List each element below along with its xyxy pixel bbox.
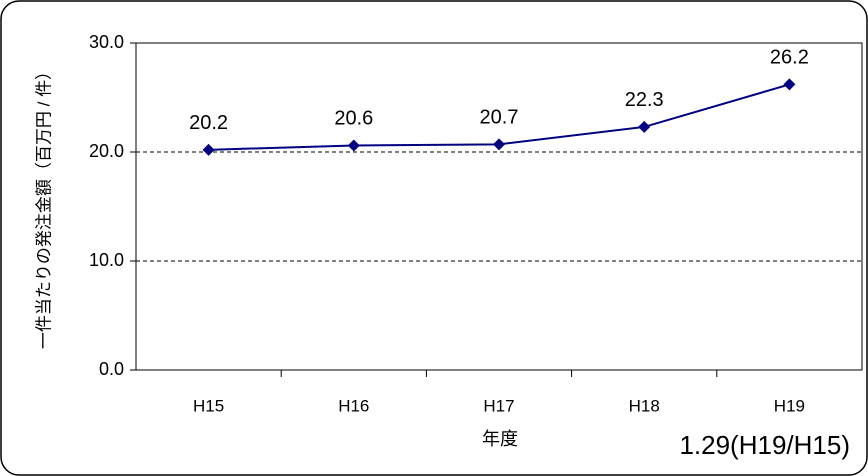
y-tick-label: 20.0 — [89, 141, 124, 161]
marker — [638, 120, 651, 133]
x-tick-label: H17 — [483, 396, 514, 415]
x-tick-label: H15 — [193, 396, 224, 415]
y-tick-label: 0.0 — [99, 359, 124, 379]
x-tick-label: H19 — [774, 396, 805, 415]
data-label: 26.2 — [770, 47, 809, 69]
y-tick-label: 10.0 — [89, 250, 124, 270]
data-label: 20.2 — [189, 112, 228, 134]
y-tick-label: 30.0 — [89, 32, 124, 52]
annotation: 1.29(H19/H15) — [679, 430, 850, 460]
marker — [347, 139, 360, 152]
marker — [783, 78, 796, 91]
data-label: 22.3 — [625, 89, 664, 111]
x-tick-label: H16 — [338, 396, 369, 415]
y-axis-label: 一件当たりの発注金額（百万円 / 件） — [34, 63, 53, 349]
marker — [493, 138, 505, 151]
plot-area — [135, 42, 863, 371]
data-label: 20.6 — [334, 108, 373, 130]
data-label: 20.7 — [480, 107, 519, 129]
x-axis-label: 年度 — [482, 429, 518, 449]
marker — [202, 143, 215, 156]
x-tick-label: H18 — [629, 396, 660, 415]
